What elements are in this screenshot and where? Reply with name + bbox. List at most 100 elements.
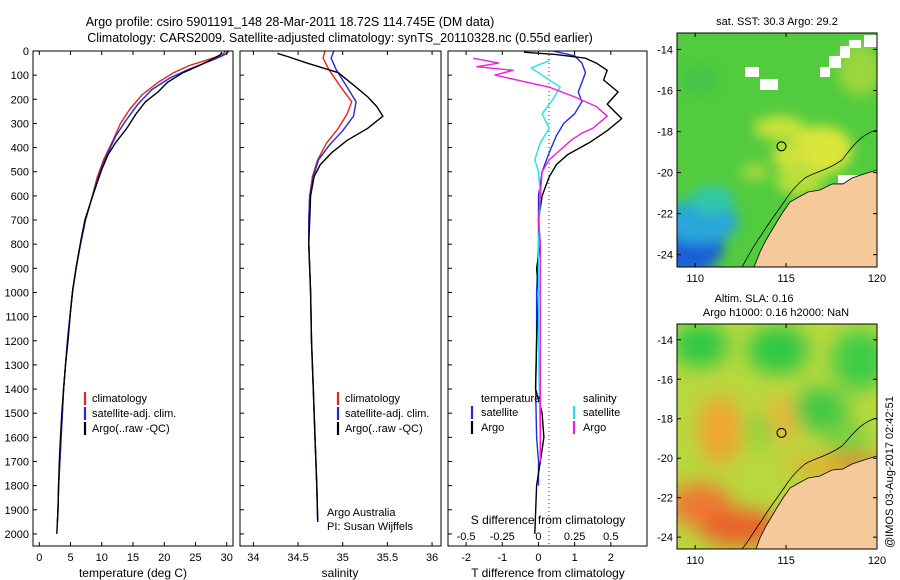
legend-satellite-label: satellite-adj. clim. <box>345 408 429 420</box>
temperature-series-satellite <box>56 50 230 522</box>
lat-tick-label: -18 <box>657 127 673 139</box>
s-tick-label: 0.25 <box>564 531 585 543</box>
difference-axes-frame <box>447 50 648 547</box>
y-tick-label: 400 <box>11 143 29 155</box>
lat-tick-label: -24 <box>657 532 673 544</box>
y-tick-label: 1200 <box>5 336 29 348</box>
depth-y-ticks: 0 100 200 300 400 500 600 700 800 900 1000 1100 1200… <box>5 46 37 541</box>
y-tick-label: 200 <box>11 94 29 106</box>
y-tick-label: 600 <box>11 191 29 203</box>
lon-tick-label: 115 <box>777 273 795 285</box>
salinity-series-argo <box>277 52 384 522</box>
argo-position-marker <box>776 141 787 152</box>
lon-tick-label: 120 <box>868 273 886 285</box>
header-line-1: Argo profile: csiro 5901191_148 28-Mar-2… <box>86 15 495 29</box>
lat-tick-label: -20 <box>657 453 673 465</box>
sst-map-frame <box>676 32 878 268</box>
salinity-axes-frame <box>239 50 442 547</box>
y-tick-label: 900 <box>11 263 29 275</box>
x-tick-label: 20 <box>158 552 170 564</box>
lat-tick-label: -14 <box>657 335 673 347</box>
lon-tick-label: 110 <box>686 555 704 567</box>
sla-map-ticks: 110 115 120 -14 -16 -18 -20 -22 -24 <box>657 324 886 567</box>
difference-x-ticks: -2 -1 0 1 2 <box>448 50 614 564</box>
lat-tick-label: -24 <box>657 250 673 262</box>
difference-panel: -2 -1 0 1 2 -0.5 -0.25 0 0.25 0.5 S difference f… <box>447 50 648 580</box>
lat-tick-label: -16 <box>657 85 673 97</box>
y-tick-label: 2000 <box>5 529 29 541</box>
x-tick-label: 36 <box>426 552 438 564</box>
lat-tick-label: -20 <box>657 168 673 180</box>
x-tick-label: 10 <box>96 552 108 564</box>
legend-climatology-label: climatology <box>345 393 401 405</box>
y-tick-label: 0 <box>23 46 29 58</box>
lat-tick-label: -22 <box>657 493 673 505</box>
y-tick-label: 1400 <box>5 384 29 396</box>
legend-argo-label: Argo(..raw -QC) <box>345 423 423 435</box>
salinity-curves <box>277 50 384 522</box>
legend-climatology-label: climatology <box>92 393 148 405</box>
y-tick-label: 1700 <box>5 456 29 468</box>
differences-series-t-argo <box>523 51 623 534</box>
y-tick-label: 500 <box>11 167 29 179</box>
sla-bathymetry-contour <box>741 417 877 549</box>
argo-position-marker <box>776 427 787 438</box>
legend-temperature-title: temperature <box>481 393 540 405</box>
lon-tick-label: 110 <box>686 273 704 285</box>
differences-series-s-argo <box>473 57 608 462</box>
differences-series-s-satellite <box>530 60 561 462</box>
salinity-legend: climatology satellite-adj. clim. Argo(..… <box>336 392 429 435</box>
y-tick-label: 100 <box>11 70 29 82</box>
sla-map-title: Altim. SLA: 0.16 <box>715 293 794 305</box>
s-tick-label: 0.5 <box>603 531 618 543</box>
sst-map-ticks: 110 115 120 -14 -16 -18 -20 -22 -24 <box>657 33 886 285</box>
lat-tick-label: -22 <box>657 209 673 221</box>
sst-cloud-mask <box>745 35 877 183</box>
sla-map-subtitle: Argo h1000: 0.16 h2000: NaN <box>703 307 849 319</box>
y-tick-label: 1000 <box>5 287 29 299</box>
sst-map: sat. SST: 30.3 Argo: 29.2 <box>657 16 886 285</box>
x-tick-label: 25 <box>189 552 201 564</box>
sst-bathymetry-contour <box>741 129 877 267</box>
temperature-curves <box>56 50 230 534</box>
temperature-series-argo <box>56 51 223 534</box>
temperature-x-label: temperature (deg C) <box>79 566 187 580</box>
lat-tick-label: -18 <box>657 414 673 426</box>
x-tick-label: -1 <box>497 552 507 564</box>
x-tick-label: 30 <box>221 552 233 564</box>
x-tick-label: 2 <box>608 552 614 564</box>
legend-s-satellite-label: satellite <box>583 407 620 419</box>
s-tick-label: -0.25 <box>490 531 515 543</box>
legend-argo-label: Argo(..raw -QC) <box>92 423 170 435</box>
y-tick-label: 1600 <box>5 432 29 444</box>
sst-map-title: sat. SST: 30.3 Argo: 29.2 <box>716 16 838 28</box>
temperature-axes-frame <box>32 50 234 547</box>
legend-satellite-label: satellite-adj. clim. <box>92 408 176 420</box>
difference-s-ticks: -0.5 -0.25 0 0.25 0.5 <box>457 531 619 543</box>
x-tick-label: 0 <box>36 552 42 564</box>
imos-credit-timestamp: @IMOS 03-Aug-2017 02:42:51 <box>884 396 896 548</box>
salinity-panel: 34 34.5 35 35.5 36 salinity climatology sate… <box>239 50 442 580</box>
header-line-2: Climatology: CARS2009. Satellite-adjuste… <box>87 31 593 45</box>
difference-legend: temperature salinity satellite Argo sate… <box>470 393 620 434</box>
lat-tick-label: -14 <box>657 44 673 56</box>
sst-map-field <box>677 33 877 267</box>
s-tick-label: 0 <box>535 531 541 543</box>
lon-tick-label: 120 <box>868 555 886 567</box>
x-tick-label: 0 <box>535 552 541 564</box>
x-tick-label: 15 <box>127 552 139 564</box>
y-tick-label: 1300 <box>5 360 29 372</box>
t-difference-label: T difference from climatology <box>471 566 625 580</box>
x-tick-label: 35 <box>337 552 349 564</box>
x-tick-label: 34 <box>247 552 259 564</box>
y-tick-label: 1900 <box>5 505 29 517</box>
credit-argo-australia: Argo Australia <box>327 507 396 519</box>
y-tick-label: 1100 <box>5 312 29 324</box>
difference-curves <box>473 50 623 534</box>
credit-pi-name: PI: Susan Wijffels <box>327 521 413 533</box>
temperature-panel: 0 5 10 15 20 25 30 0 100 200 300 400 500 600 700 800 90… <box>5 46 234 580</box>
sla-map-frame <box>676 323 878 550</box>
sla-land-mass <box>755 455 877 549</box>
y-tick-label: 700 <box>11 215 29 227</box>
temperature-legend: climatology satellite-adj. clim. Argo(..… <box>83 392 176 435</box>
